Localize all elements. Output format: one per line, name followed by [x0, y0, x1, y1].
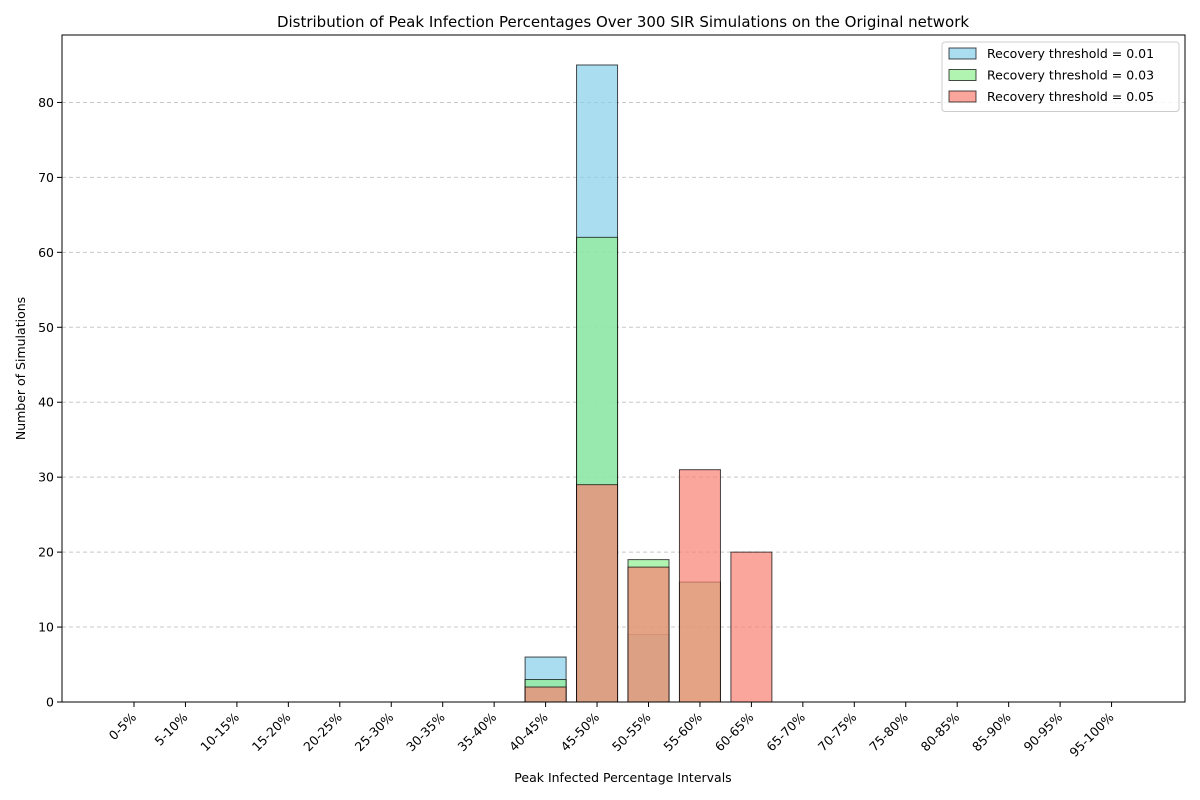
bar-s2-10: [627, 566, 670, 703]
y-tick-label-0: 0: [46, 695, 54, 710]
y-tick-label-70: 70: [38, 170, 54, 185]
x-tick-label-3: 15-20%: [249, 709, 294, 754]
x-tick-label-9: 45-50%: [557, 709, 602, 754]
bar-s2-8: [524, 686, 567, 703]
chart-title: Distribution of Peak Infection Percentag…: [277, 13, 969, 31]
y-tick-label-50: 50: [38, 320, 54, 335]
x-tick-label-4: 20-25%: [300, 709, 345, 754]
x-axis-label: Peak Infected Percentage Intervals: [514, 770, 731, 785]
x-tick-label-13: 65-70%: [763, 709, 808, 754]
x-tick-label-7: 35-40%: [455, 709, 500, 754]
y-tick-label-20: 20: [38, 545, 54, 560]
legend-swatch-0: [948, 47, 977, 60]
y-axis: 0 10 20 30 40 50 60 70 80: [38, 95, 62, 710]
x-tick-label-12: 60-65%: [712, 709, 757, 754]
legend-label-1: Recovery threshold = 0.03: [987, 68, 1154, 83]
legend-swatch-2: [948, 90, 977, 103]
x-tick-label-2: 10-15%: [197, 709, 242, 754]
y-axis-label: Number of Simulations: [13, 297, 28, 440]
plot-frame: [61, 34, 1186, 703]
x-tick-label-11: 55-60%: [660, 709, 705, 754]
x-tick-label-10: 50-55%: [609, 709, 654, 754]
legend-label-2: Recovery threshold = 0.05: [987, 89, 1154, 104]
x-tick-label-15: 75-80%: [866, 709, 911, 754]
x-tick-label-0: 0-5%: [106, 709, 140, 743]
legend-swatch-1: [948, 69, 977, 81]
x-tick-label-16: 80-85%: [918, 709, 963, 754]
x-tick-label-17: 85-90%: [969, 709, 1014, 754]
x-tick-label-18: 90-95%: [1021, 709, 1066, 754]
legend-box: [941, 41, 1180, 112]
bar-s2-9: [576, 484, 619, 703]
x-tick-label-1: 5-10%: [152, 709, 191, 748]
y-tick-label-80: 80: [38, 95, 54, 110]
legend: Recovery threshold = 0.01 Recovery thresh…: [941, 41, 1180, 112]
bar-s2-11: [678, 469, 721, 703]
grid-lines: [62, 101, 1185, 628]
y-tick-label-40: 40: [38, 395, 54, 410]
y-tick-label-60: 60: [38, 245, 54, 260]
y-tick-label-30: 30: [38, 470, 54, 485]
x-tick-label-6: 30-35%: [403, 709, 448, 754]
x-tick-label-19: 95-100%: [1066, 709, 1116, 759]
legend-label-0: Recovery threshold = 0.01: [987, 46, 1154, 61]
bar-s2-12: [730, 551, 773, 703]
x-tick-label-5: 25-30%: [352, 709, 397, 754]
x-tick-label-14: 70-75%: [815, 709, 860, 754]
y-tick-label-10: 10: [38, 620, 54, 635]
bars: [524, 64, 773, 703]
x-tick-label-8: 40-45%: [506, 709, 551, 754]
x-axis: 0-5% 5-10% 10-15% 15-20% 20-25% 25-30% 30-35% 3…: [106, 702, 1117, 760]
